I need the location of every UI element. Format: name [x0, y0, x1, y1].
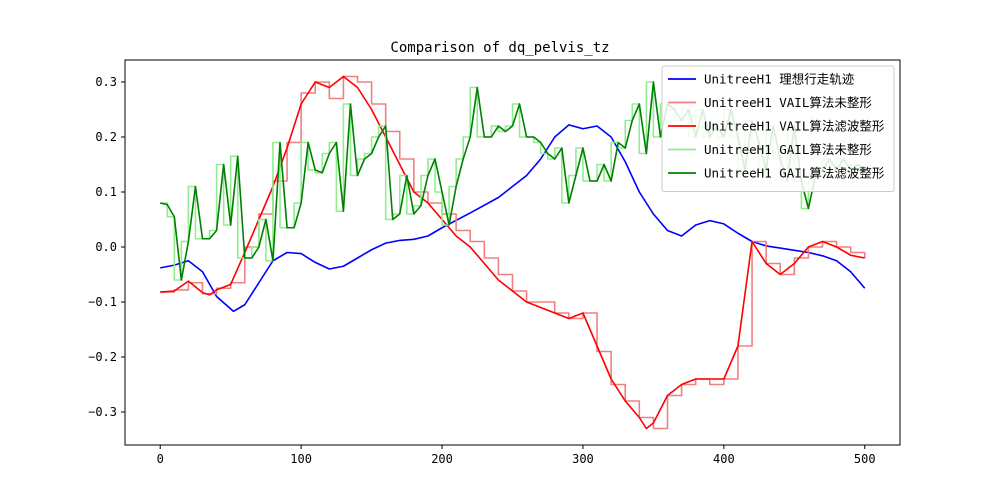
legend-entry: UnitreeH1 理想行走轨迹 — [704, 72, 855, 87]
legend-box — [661, 65, 895, 192]
y-tick-label: −0.1 — [88, 295, 117, 309]
plot-frame — [124, 59, 901, 446]
x-tick-label: 300 — [572, 452, 594, 466]
x-tick-label: 100 — [290, 452, 312, 466]
legend-entry: UnitreeH1 VAIL算法未整形 — [704, 95, 872, 110]
x-axis: 0 100 200 300 400 500 — [157, 445, 876, 466]
legend-entry: UnitreeH1 GAIL算法未整形 — [704, 142, 872, 157]
legend: UnitreeH1 理想行走轨迹 UnitreeH1 VAIL算法未整形 Unitr… — [661, 65, 895, 192]
x-tick-label: 400 — [713, 452, 735, 466]
chart-title: Comparison of dq_pelvis_tz — [390, 40, 609, 56]
y-tick-label: 0.3 — [95, 75, 117, 89]
y-tick-label: −0.2 — [88, 350, 117, 364]
y-axis: −0.3 −0.2 −0.1 0.0 0.1 0.2 0.3 — [88, 75, 125, 419]
y-tick-label: 0.2 — [95, 130, 117, 144]
series-layer — [160, 75, 866, 430]
y-tick-label: 0.1 — [95, 185, 117, 199]
x-tick-label: 0 — [157, 452, 164, 466]
x-tick-label: 200 — [431, 452, 453, 466]
legend-entry: UnitreeH1 GAIL算法滤波整形 — [704, 166, 885, 181]
y-tick-label: 0.0 — [95, 240, 117, 254]
y-tick-label: −0.3 — [88, 405, 117, 419]
series-line-2 — [160, 75, 865, 430]
x-tick-label: 500 — [854, 452, 876, 466]
legend-entry: UnitreeH1 VAIL算法滤波整形 — [704, 119, 885, 134]
